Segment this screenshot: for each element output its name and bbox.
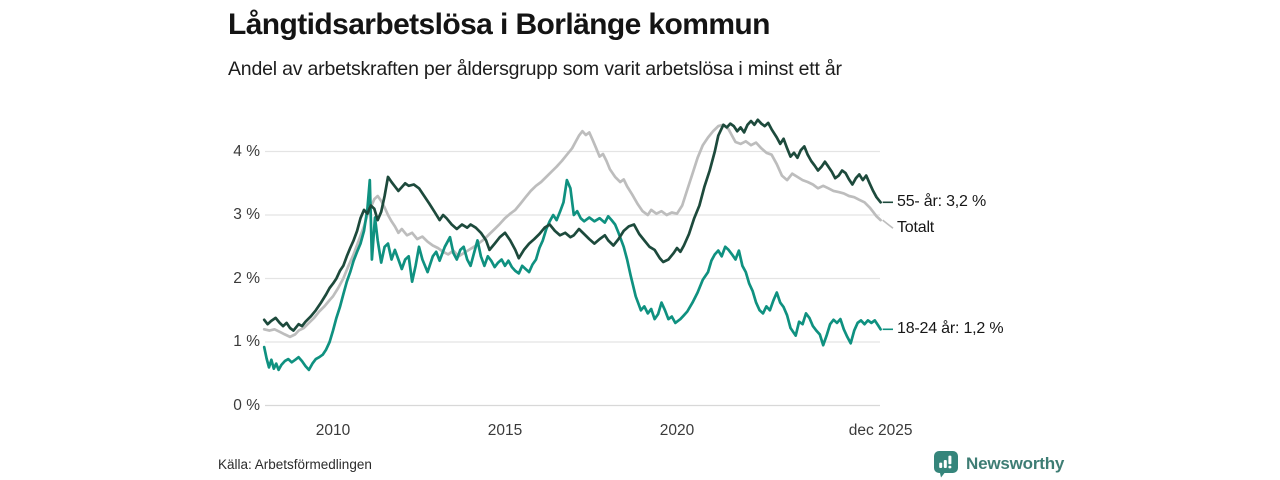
x-tick-label: 2010 — [315, 422, 351, 439]
connector-totalt — [882, 219, 894, 229]
series-label-55plus: 55- år: 3,2 % — [897, 193, 987, 211]
x-tick-label: 2015 — [487, 422, 523, 439]
series-line-18-24-r — [262, 178, 882, 372]
newsworthy-wordmark: Newsworthy — [966, 454, 1065, 473]
y-tick-label: 3 % — [233, 206, 260, 223]
x-tick-label: 2020 — [659, 422, 695, 439]
series-line-55-r — [262, 118, 882, 332]
label-connectors — [882, 201, 894, 331]
y-tick-label: 4 % — [233, 142, 260, 160]
chart-subtitle: Andel av arbetskraften per åldersgrupp s… — [228, 58, 842, 80]
series-label-total: Totalt — [897, 219, 935, 237]
source-note: Källa: Arbetsförmedlingen — [218, 457, 372, 472]
y-tick-label: 2 % — [233, 269, 260, 287]
series-label-18-24: 18-24 år: 1,2 % — [897, 320, 1004, 338]
gridlines — [265, 150, 880, 407]
series-lines — [262, 118, 882, 372]
x-tick-label: dec 2025 — [848, 422, 913, 439]
newsworthy-logo[interactable]: Newsworthy — [933, 449, 1064, 479]
page-title: Långtidsarbetslösa i Borlänge kommun — [228, 8, 770, 41]
y-tick-label: 1 % — [233, 333, 260, 350]
newsworthy-icon — [934, 451, 958, 478]
y-tick-label: 0 % — [233, 396, 260, 414]
